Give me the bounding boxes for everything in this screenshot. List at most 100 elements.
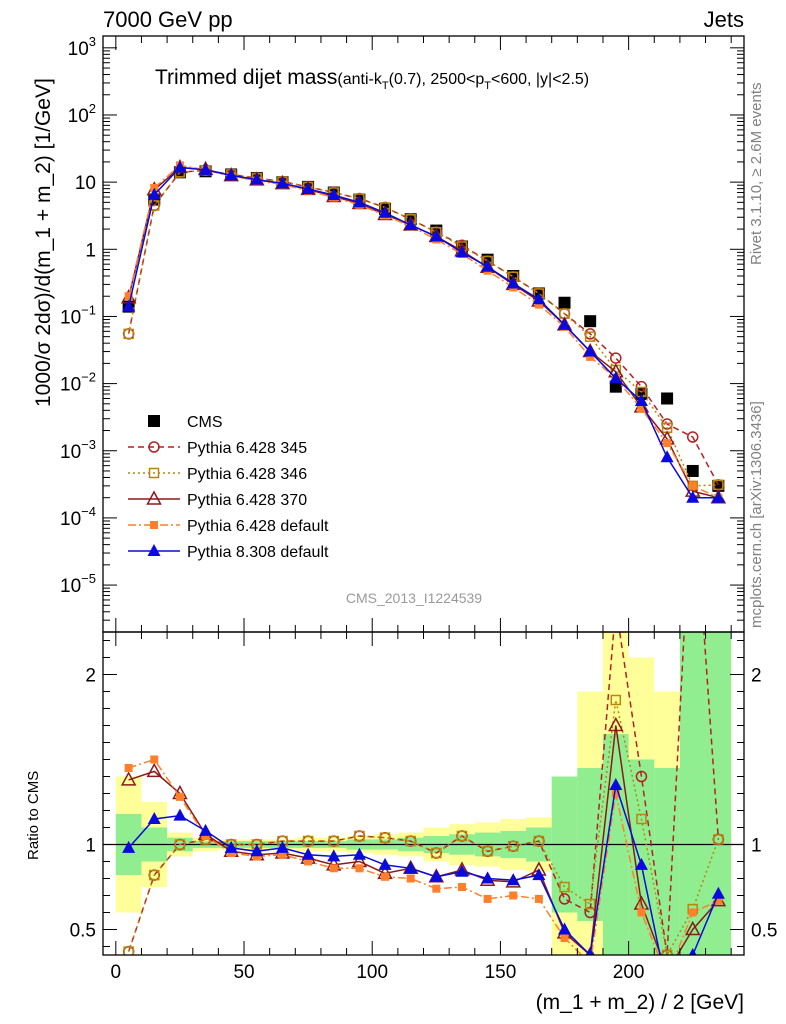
series-line-pythia-6-428-346 (127, 169, 719, 487)
point-pythia-6-428-345 (686, 431, 699, 443)
ratio-point-pythia-8-308-default (558, 922, 572, 935)
main-title-detail-a: (anti-k (337, 71, 382, 88)
ratio-point-pythia-6-428-default (252, 852, 261, 861)
point-pythia-8-308-default (634, 394, 648, 407)
ratio-point-pythia-6-428-346 (174, 839, 186, 850)
point-pythia-8-308-default (378, 205, 392, 218)
point-pythia-8-308-default (404, 217, 418, 230)
ratio-point-pythia-8-308-default (352, 847, 366, 860)
legend-entry-cms: CMS (148, 414, 223, 431)
ratio-point-pythia-6-428-default (637, 908, 646, 917)
main-title-sub-a: T (382, 80, 389, 92)
ratio-point-pythia-6-428-default (124, 764, 133, 772)
point-pythia-8-308-default (301, 182, 315, 195)
ratio-point-pythia-6-428-346 (661, 949, 673, 955)
ratio-point-pythia-6-428-346 (123, 946, 134, 955)
ratio-point-pythia-6-428-default (304, 857, 313, 866)
ratio-point-pythia-8-308-default (609, 778, 623, 790)
ratio-point-pythia-6-428-346 (533, 835, 545, 847)
axes: 0 50 100 150 20010−510−410−310−210−111010210… (60, 34, 777, 983)
point-pythia-8-308-default (660, 450, 674, 463)
ratio-line-pythia-6-428-345 (127, 632, 720, 955)
legend-entry-pythia-8-308-default: Pythia 8.308 default (128, 544, 329, 561)
ratio-point-pythia-6-428-default (714, 896, 723, 905)
ratio-point-pythia-6-428-346 (431, 847, 442, 859)
ratio-point-pythia-6-428-345 (635, 770, 648, 783)
point-pythia-6-428-345 (610, 352, 622, 364)
ratio-point-pythia-6-428-370 (661, 965, 674, 977)
ratio-point-pythia-8-308-default (147, 812, 161, 824)
main-y-tick-label: 1 (85, 240, 96, 261)
point-pythia-6-428-default (586, 352, 595, 361)
ratio-point-pythia-6-428-345 (558, 893, 571, 905)
legend-label-pythia-6-428-345: Pythia 6.428 345 (187, 440, 307, 457)
ratio-point-pythia-6-428-346 (456, 830, 468, 842)
header-energy: 7000 GeV pp (103, 7, 233, 32)
ratio-point-pythia-6-428-346 (328, 835, 340, 847)
point-cms (686, 464, 699, 477)
point-cms (609, 380, 622, 393)
point-pythia-6-428-346 (584, 331, 596, 342)
point-pythia-8-308-default (327, 188, 341, 201)
ratio-point-pythia-8-308-default (199, 823, 213, 836)
ratio-point-pythia-8-308-default (301, 847, 315, 860)
main-title-detail-c: <600, |y|<2.5) (491, 71, 589, 88)
main-y-tick-label: 10−4 (60, 504, 96, 530)
ratio-line-pythia-8-308-default (128, 784, 720, 955)
point-pythia-8-308-default (686, 490, 700, 503)
point-pythia-6-428-default (637, 404, 646, 413)
ratio-point-pythia-6-428-default (227, 849, 236, 857)
ratio-point-pythia-6-428-346 (610, 694, 622, 706)
ratio-y-tick-label-right: 0.5 (751, 921, 777, 942)
legend-marker-pythia-6-428-346 (148, 467, 160, 479)
point-pythia-8-308-default (506, 276, 520, 289)
series-line-pythia-6-428-345 (127, 169, 720, 486)
ratio-point-pythia-6-428-346 (559, 881, 570, 893)
ratio-point-pythia-8-308-default (711, 886, 725, 899)
point-pythia-6-428-default (663, 439, 672, 448)
mcplots-label: mcplots.cern.ch [arXiv:1306.3436] (748, 401, 765, 628)
point-pythia-8-308-default (275, 176, 289, 189)
ratio-y-axis-label: Ratio to CMS (25, 771, 42, 860)
main-y-tick-label: 102 (68, 101, 96, 127)
ratio-point-pythia-6-428-default (457, 883, 466, 891)
point-cms (661, 392, 674, 405)
ratio-point-pythia-8-308-default (250, 844, 264, 857)
ratio-point-pythia-8-308-default (634, 857, 648, 870)
point-pythia-8-308-default (481, 259, 495, 272)
main-y-tick-label: 10−1 (60, 302, 96, 328)
ratio-point-pythia-6-428-346 (507, 840, 519, 852)
ratio-point-pythia-6-428-370 (120, 771, 137, 786)
point-pythia-8-308-default (173, 160, 187, 173)
ratio-point-pythia-6-428-346 (149, 869, 160, 881)
x-tick-label: 50 (233, 962, 254, 983)
point-pythia-8-308-default (122, 299, 136, 312)
ratio-point-pythia-6-428-370 (608, 716, 624, 732)
legend: CMS Pythia 6.428 345 Pythia 6.428 346 Pythi… (128, 414, 329, 561)
ratio-point-pythia-6-428-346 (379, 832, 391, 843)
ratio-point-pythia-8-308-default (378, 857, 392, 870)
ratio-point-pythia-8-308-default (688, 948, 697, 955)
ratio-point-pythia-6-428-default (355, 864, 364, 873)
ratio-point-pythia-6-428-default (509, 891, 518, 900)
point-pythia-8-308-default (147, 187, 161, 200)
ratio-point-pythia-6-428-default (483, 894, 492, 903)
main-title-name: Trimmed dijet mass (155, 66, 337, 89)
legend-marker-cms (148, 415, 160, 427)
series-pythia-8-308-default (122, 160, 725, 503)
ratio-point-pythia-6-428-346 (713, 834, 724, 845)
ratio-point-pythia-8-308-default (429, 869, 443, 882)
main-panel-series (120, 158, 727, 504)
ratio-point-pythia-8-308-default (173, 808, 187, 821)
point-pythia-8-308-default (455, 245, 469, 258)
header-jets: Jets (704, 7, 744, 32)
legend-marker-pythia-6-428-default (150, 521, 158, 529)
point-pythia-6-428-346 (123, 328, 134, 340)
ratio-series-pythia-6-428-346 (123, 694, 724, 955)
rivet-label: Rivet 3.1.10, ≥ 2.6M events (748, 83, 765, 266)
point-pythia-6-428-346 (149, 200, 160, 211)
legend-label-pythia-6-428-370: Pythia 6.428 370 (187, 492, 307, 509)
legend-marker-pythia-6-428-370 (146, 490, 162, 505)
ratio-point-pythia-8-308-default (532, 868, 546, 881)
legend-marker-pythia-6-428-345 (148, 441, 160, 453)
